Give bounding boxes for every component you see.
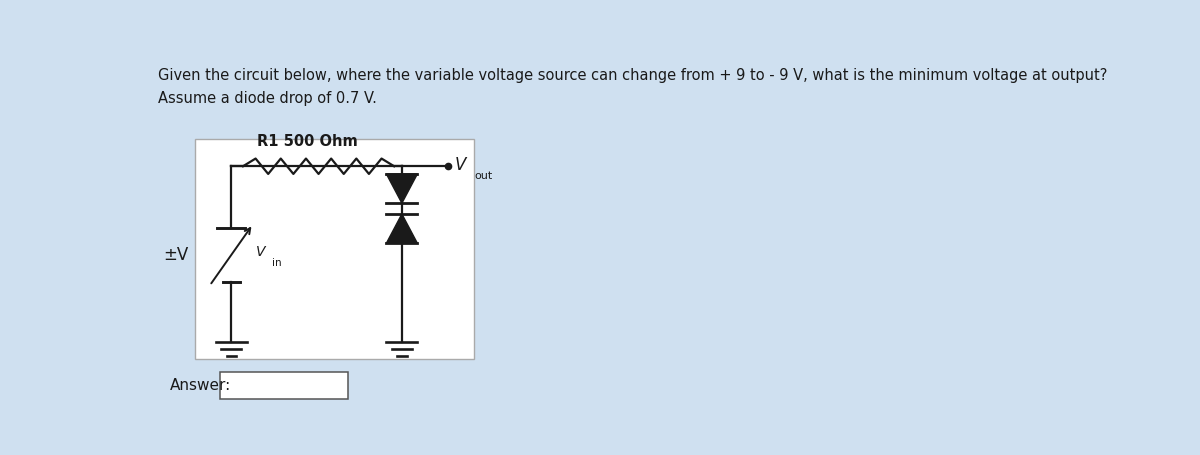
Text: R1 500 Ohm: R1 500 Ohm — [257, 134, 358, 149]
Bar — [194, 139, 474, 359]
Text: out: out — [475, 171, 493, 181]
Text: Assume a diode drop of 0.7 V.: Assume a diode drop of 0.7 V. — [157, 91, 377, 106]
Text: in: in — [271, 258, 281, 268]
Polygon shape — [386, 214, 418, 243]
Text: Given the circuit below, where the variable voltage source can change from + 9 t: Given the circuit below, where the varia… — [157, 68, 1108, 83]
Text: ±V: ±V — [163, 246, 188, 264]
Text: V: V — [455, 156, 466, 174]
Text: V: V — [256, 246, 265, 259]
Polygon shape — [386, 174, 418, 203]
Text: Answer:: Answer: — [169, 378, 230, 393]
Bar — [220, 372, 348, 399]
